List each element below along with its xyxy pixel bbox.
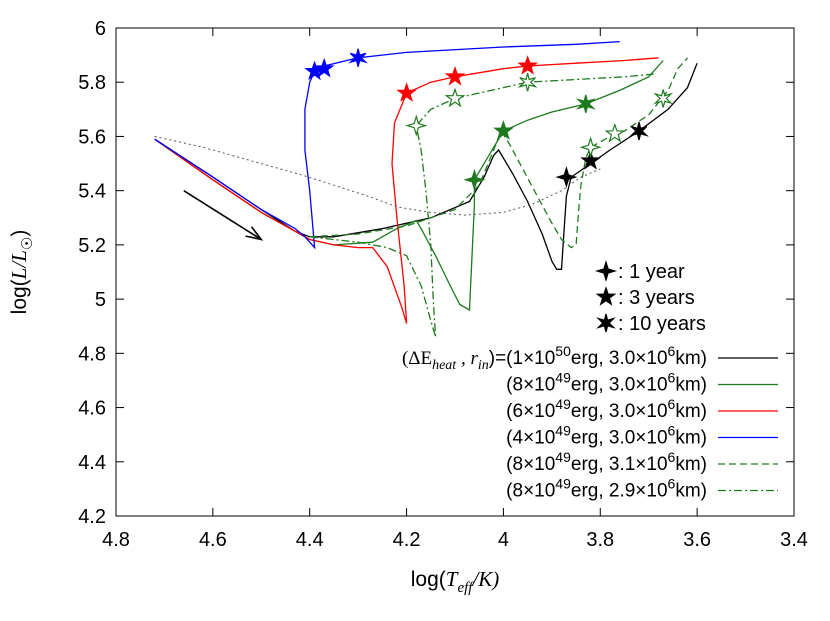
- legend-text-part: 50: [555, 343, 571, 359]
- x-tick-label: 3.6: [683, 529, 711, 551]
- marker-legend-symbol: [594, 259, 618, 283]
- marker-legend-label: : 1 year: [618, 261, 685, 283]
- y-tick-label: 4.8: [78, 343, 106, 365]
- marker-3-years: [493, 120, 514, 140]
- arrow-head: [245, 226, 264, 241]
- y-tick-label: 4.2: [78, 506, 106, 528]
- legend-text-part: heat: [432, 358, 457, 373]
- marker-1-year: [463, 168, 486, 191]
- marker-3-years: [517, 55, 538, 75]
- markers-layer: [304, 48, 674, 191]
- axis-ticks: 4.8 4.6 4.4 4.2 4 3.8 3.6 3.4 4.2 4.4 4.6 4.8 5 5.2 5.…: [78, 18, 808, 551]
- y-tick-label: 5.8: [78, 72, 106, 94]
- series-line-3: [154, 40, 620, 250]
- legend-text-part: km): [675, 375, 707, 396]
- marker-10-years: [575, 94, 596, 114]
- legend-entry-text: (6×1049erg, 3.0×106km): [506, 396, 707, 422]
- legend-text-part: (8×10: [506, 375, 555, 396]
- legend-text-part: 6: [668, 370, 676, 386]
- x-tick-label: 4.2: [393, 529, 421, 551]
- marker-1-year: [579, 136, 602, 159]
- marker-10-years: [653, 89, 674, 108]
- legend-text-part: erg, 3.0×10: [571, 401, 668, 422]
- legend-text-part: , r: [456, 348, 478, 369]
- plot-frame: [115, 27, 795, 517]
- marker-legend-label: : 10 years: [618, 313, 706, 335]
- legend-text-part: km): [675, 348, 707, 369]
- legend-text-part: 49: [555, 423, 571, 439]
- marker-legend-symbol: [595, 286, 617, 306]
- legend-entry-text: (8×1049erg, 3.1×106km): [506, 449, 707, 475]
- marker-10-years: [517, 73, 538, 92]
- legend-text-part: (4×10: [506, 428, 555, 449]
- legend-text-part: km): [675, 481, 707, 502]
- legend-text-part: (ΔE: [402, 348, 432, 369]
- series-line-0: [154, 62, 698, 270]
- legend-text-part: 6: [668, 449, 676, 465]
- arrow-shaft: [183, 189, 262, 241]
- marker-1-year: [555, 166, 578, 189]
- legend-text-part: 6: [668, 476, 676, 492]
- y-tick-label: 5.6: [78, 126, 106, 148]
- legend-text-part: 6: [668, 423, 676, 439]
- y-tick-label: 4.6: [78, 398, 106, 420]
- marker-3-years: [396, 82, 417, 102]
- legend-text-part: km): [675, 401, 707, 422]
- legend-entry-text: (4×1049erg, 3.0×106km): [506, 423, 707, 449]
- legend-text-part: (6×10: [506, 401, 555, 422]
- legend-text-part: (8×10: [506, 481, 555, 502]
- legend-text-part: 49: [555, 370, 571, 386]
- legend-text-part: km): [675, 428, 707, 449]
- legend-text-part: 49: [555, 476, 571, 492]
- legend-entry-text: (ΔEheat , rin)=(1×1050erg, 3.0×106km): [402, 343, 707, 373]
- marker-legend: : 1 year : 3 years : 10 years: [594, 259, 706, 335]
- series-line-4: [309, 57, 688, 249]
- legend-text-part: 49: [555, 449, 571, 465]
- curves-layer: [154, 40, 698, 338]
- x-tick-label: 3.4: [780, 529, 808, 551]
- series-line-2: [154, 57, 659, 324]
- legend-text-part: 6: [668, 343, 676, 359]
- line-legend: (ΔEheat , rin)=(1×1050erg, 3.0×106km)(8×…: [402, 343, 778, 502]
- legend-text-part: erg, 3.0×10: [571, 348, 668, 369]
- series-line-5: [309, 73, 654, 338]
- marker-legend-symbol: [596, 313, 616, 333]
- legend-text-part: erg, 3.1×10: [571, 454, 668, 475]
- x-tick-label: 3.8: [586, 529, 614, 551]
- legend-text-part: 6: [668, 396, 676, 412]
- y-tick-label: 4.4: [78, 452, 106, 474]
- series-line-6: [154, 135, 601, 216]
- x-tick-label: 4: [498, 529, 509, 551]
- y-tick-label: 5.2: [78, 235, 106, 257]
- legend-text-part: erg, 3.0×10: [571, 428, 668, 449]
- legend-text-part: 49: [555, 396, 571, 412]
- y-tick-label: 6: [95, 18, 106, 40]
- legend-text-part: (8×10: [506, 454, 555, 475]
- marker-legend-label: : 3 years: [618, 287, 695, 309]
- y-tick-label: 5: [95, 289, 106, 311]
- legend-text-part: )=(1×10: [489, 348, 556, 369]
- legend-text-part: erg, 3.0×10: [571, 375, 668, 396]
- legend-entry-text: (8×1049erg, 3.0×106km): [506, 370, 707, 396]
- y-tick-label: 5.4: [78, 181, 106, 203]
- marker-3-years: [313, 57, 335, 78]
- legend-text-part: in: [478, 358, 489, 373]
- marker-3-years: [604, 122, 626, 143]
- legend-text-part: km): [675, 454, 707, 475]
- legend-entry-text: (8×1049erg, 2.9×106km): [506, 476, 707, 502]
- marker-10-years: [629, 121, 649, 141]
- x-tick-label: 4.6: [199, 529, 227, 551]
- marker-3-years: [444, 65, 466, 86]
- x-tick-label: 4.8: [102, 529, 130, 551]
- marker-3-years: [444, 87, 466, 108]
- x-axis-label: log(Teff/K): [411, 567, 500, 596]
- legend-text-part: erg, 2.9×10: [571, 481, 668, 502]
- y-axis-label: log(L/L☉): [7, 230, 36, 315]
- x-tick-label: 4.4: [296, 529, 324, 551]
- marker-3-years: [580, 149, 601, 170]
- direction-arrow: [183, 189, 264, 241]
- marker-1-year: [405, 114, 428, 137]
- marker-10-years: [348, 48, 368, 67]
